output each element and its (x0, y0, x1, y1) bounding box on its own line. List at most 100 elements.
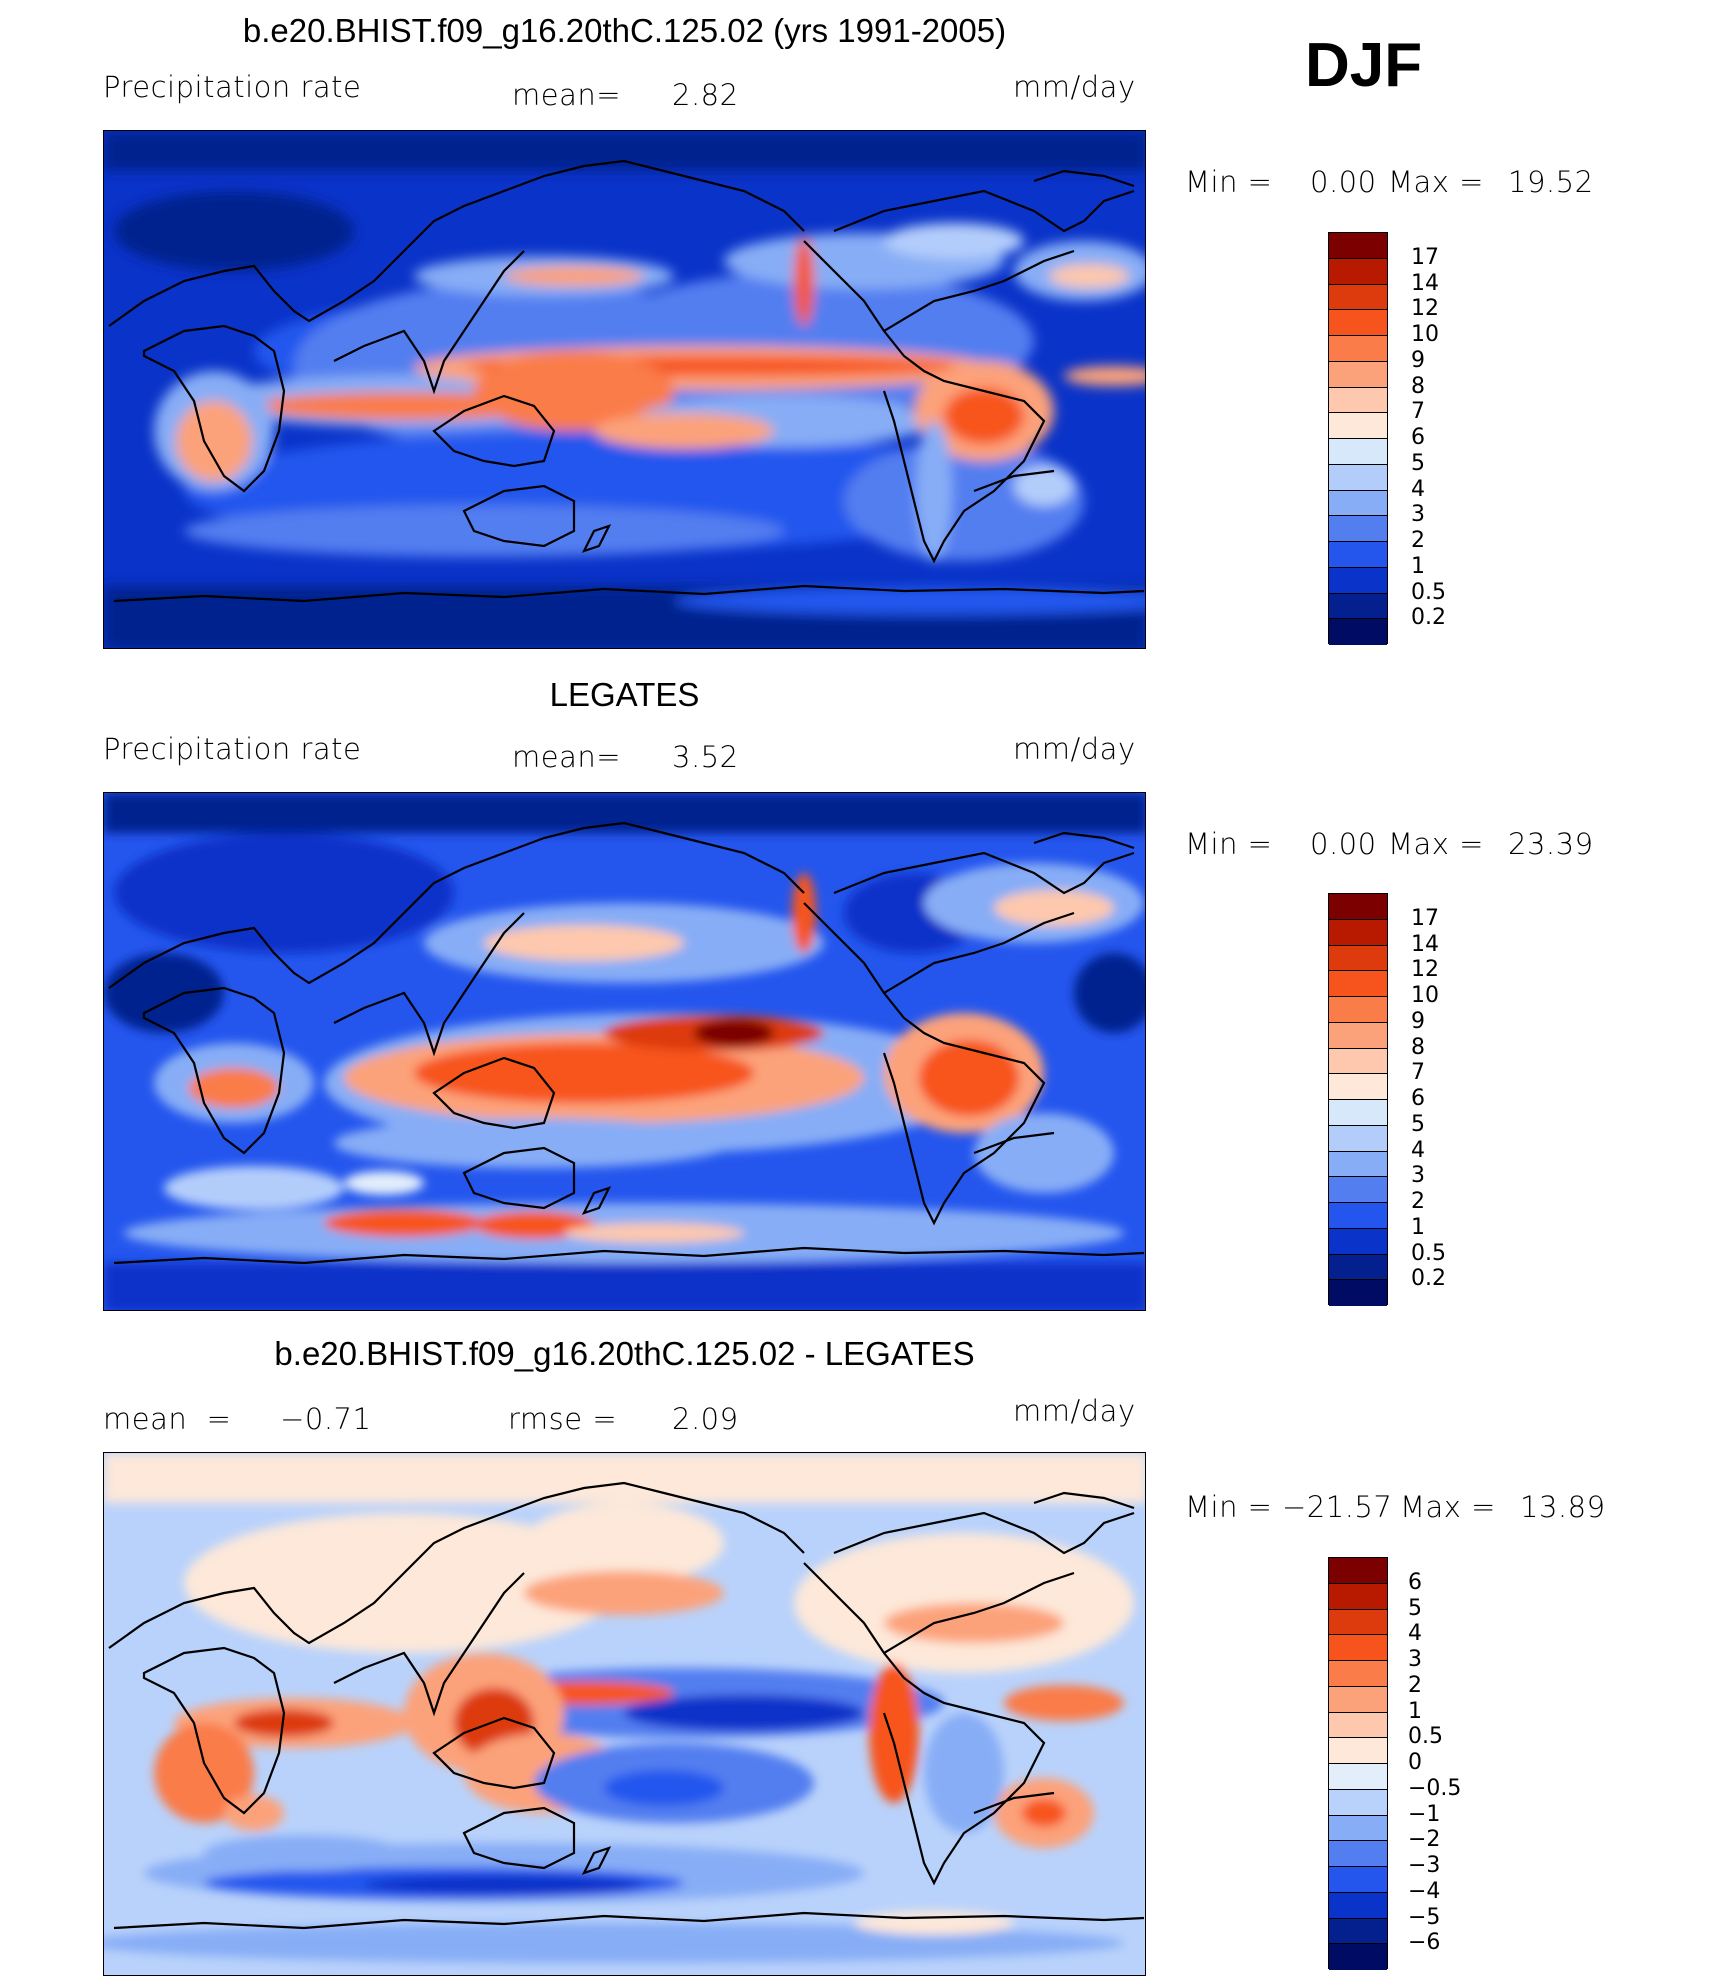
colorbar-segment (1329, 1280, 1387, 1306)
colorbar-tick-label: 0.5 (1411, 1240, 1446, 1266)
colorbar-tick-label: 7 (1411, 399, 1425, 425)
colorbar-tick-label: 3 (1411, 1163, 1425, 1189)
panel-1-colorbar (1328, 232, 1388, 645)
colorbar-tick-label: 10 (1411, 983, 1439, 1008)
colorbar-segment (1329, 567, 1387, 594)
panel-1-map-canvas (104, 131, 1145, 648)
colorbar-segment (1329, 516, 1387, 542)
colorbar-segment (1329, 1228, 1387, 1255)
colorbar-segment (1329, 310, 1387, 336)
colorbar-tick-label: 17 (1411, 244, 1439, 270)
colorbar-tick-label: 5 (1411, 450, 1425, 476)
colorbar-segment (1329, 490, 1387, 517)
colorbar-segment (1329, 1125, 1387, 1152)
colorbar-tick-label: 4 (1408, 1621, 1422, 1647)
colorbar-segment (1329, 464, 1387, 491)
colorbar-tick-label: 5 (1408, 1595, 1422, 1621)
colorbar-segment (1329, 1558, 1387, 1584)
panel-2-variable-label: Precipitation rate (103, 732, 362, 766)
colorbar-segment (1329, 336, 1387, 362)
colorbar-tick-label: 6 (1411, 1086, 1425, 1111)
colorbar-segment (1329, 387, 1387, 414)
colorbar-segment (1329, 894, 1387, 920)
colorbar-tick-label: 0.2 (1411, 1266, 1446, 1292)
colorbar-segment (1329, 945, 1387, 972)
colorbar-tick-label: 1 (1411, 1214, 1425, 1240)
colorbar-segment (1329, 1892, 1387, 1919)
colorbar-segment (1329, 1867, 1387, 1893)
panel-2-map (103, 792, 1146, 1311)
colorbar-tick-label: 5 (1411, 1111, 1425, 1137)
panel-1-max-value: 19.52 (1508, 165, 1594, 199)
colorbar-segment (1329, 619, 1387, 645)
colorbar-tick-label: −5 (1408, 1904, 1441, 1930)
colorbar-segment (1329, 284, 1387, 311)
colorbar-tick-label: 4 (1411, 1137, 1425, 1163)
colorbar-tick-label: 2 (1408, 1672, 1422, 1698)
panel-2-min-label: Min = (1185, 827, 1273, 861)
colorbar-tick-label: 9 (1411, 347, 1425, 373)
colorbar-segment (1329, 593, 1387, 620)
colorbar-segment (1329, 1583, 1387, 1610)
panel-2-max-value: 23.39 (1508, 827, 1594, 861)
panel-1-units: mm/day (1013, 70, 1136, 104)
colorbar-tick-label: 0 (1408, 1750, 1422, 1775)
season-label: DJF (1305, 31, 1423, 100)
panel-3-units: mm/day (1013, 1394, 1136, 1428)
panel-2-colorbar (1328, 893, 1388, 1306)
colorbar-segment (1329, 1203, 1387, 1229)
panel-1-title: b.e20.BHIST.f09_g16.20thC.125.02 (yrs 19… (242, 12, 1007, 49)
colorbar-tick-label: −1 (1408, 1801, 1441, 1827)
panel-3-rmse-value: 2.09 (672, 1402, 739, 1436)
colorbar-tick-label: 10 (1411, 322, 1439, 347)
panel-3-max-label: Max = (1400, 1490, 1496, 1524)
panel-1-coastlines (108, 159, 1145, 603)
colorbar-segment (1329, 1918, 1387, 1945)
panel-1-map (103, 130, 1146, 649)
colorbar-segment (1329, 413, 1387, 439)
panel-1-mean-value: 2.82 (672, 78, 739, 112)
colorbar-segment (1329, 1738, 1387, 1764)
panel-2-min-value: 0.00 (1310, 827, 1377, 861)
colorbar-segment (1329, 1661, 1387, 1687)
colorbar-tick-label: 3 (1408, 1647, 1422, 1672)
colorbar-tick-label: 8 (1411, 1034, 1425, 1060)
colorbar-segment (1329, 1764, 1387, 1790)
colorbar-segment (1329, 1944, 1387, 1970)
colorbar-segment (1329, 919, 1387, 946)
colorbar-segment (1329, 1635, 1387, 1661)
colorbar-tick-label: 8 (1411, 373, 1425, 399)
panel-2-mean-label: mean= (512, 740, 622, 774)
panel-2-max-label: Max = (1388, 827, 1484, 861)
panel-3-max-value: 13.89 (1520, 1490, 1606, 1524)
colorbar-tick-label: 6 (1408, 1569, 1422, 1595)
colorbar-tick-label: −3 (1408, 1853, 1441, 1878)
colorbar-segment (1329, 233, 1387, 259)
colorbar-tick-label: 7 (1411, 1060, 1425, 1086)
colorbar-segment (1329, 439, 1387, 465)
panel-1-max-label: Max = (1388, 165, 1484, 199)
colorbar-segment (1329, 1074, 1387, 1100)
panel-3-min-label: Min = (1185, 1490, 1273, 1524)
colorbar-segment (1329, 971, 1387, 997)
panel-3-colorbar (1328, 1557, 1388, 1970)
colorbar-segment (1329, 1841, 1387, 1867)
panel-2-map-canvas (104, 793, 1145, 1310)
colorbar-tick-label: −4 (1408, 1878, 1441, 1904)
colorbar-tick-label: −2 (1408, 1827, 1441, 1853)
colorbar-tick-label: 0.5 (1408, 1724, 1443, 1750)
colorbar-tick-label: 3 (1411, 502, 1425, 528)
panel-2-title: LEGATES (549, 676, 700, 713)
colorbar-tick-label: 9 (1411, 1008, 1425, 1034)
colorbar-segment (1329, 1712, 1387, 1739)
colorbar-segment (1329, 258, 1387, 285)
colorbar-tick-label: 12 (1411, 957, 1439, 983)
colorbar-segment (1329, 1048, 1387, 1075)
colorbar-segment (1329, 1815, 1387, 1842)
colorbar-segment (1329, 1177, 1387, 1203)
colorbar-segment (1329, 542, 1387, 568)
colorbar-segment (1329, 1022, 1387, 1049)
panel-1-mean-label: mean= (512, 78, 622, 112)
colorbar-tick-label: 2 (1411, 528, 1425, 553)
colorbar-tick-label: 17 (1411, 905, 1439, 931)
